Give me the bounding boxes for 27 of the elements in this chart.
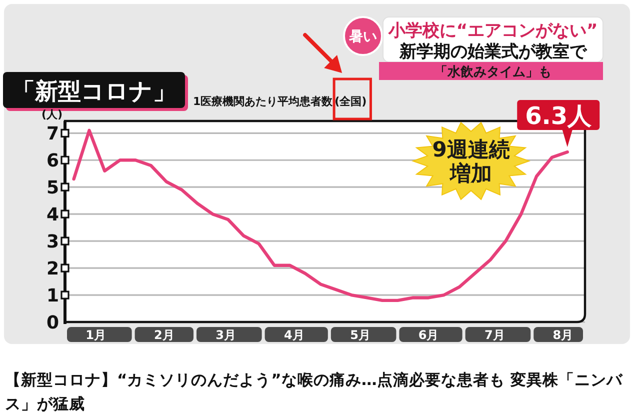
- y-axis-title: (人): [41, 108, 63, 121]
- text: 「水飲みタイム」も: [434, 65, 552, 80]
- text: 【新型コロナ】“カミソリのんだよう”な喉の痛み…点滴必要な患者も 変異株「ニンバス」が猛威: [5, 370, 624, 413]
- x-tick-label: 7月: [484, 328, 505, 342]
- y-tick-label: 5: [46, 178, 59, 199]
- text: 暑い: [348, 29, 377, 45]
- x-tick-label: 2月: [154, 328, 174, 342]
- chart-title: 「新型コロナ」: [12, 78, 176, 105]
- annotation: 9週連続増加: [432, 138, 510, 186]
- y-tick-label: 1: [46, 286, 59, 307]
- text: 新学期の始業式が教室で: [398, 42, 588, 62]
- x-tick-label: 8月: [552, 328, 574, 342]
- x-tick-label: 5月: [350, 328, 370, 342]
- text: 小学校に“エアコンがない”: [387, 21, 598, 41]
- y-tick-label: 0: [46, 312, 59, 334]
- y-tick-label: 3: [46, 232, 59, 253]
- x-tick-label: 6月: [418, 328, 439, 342]
- chart-subtitle: 1医療機関あたり平均患者数(全国): [193, 95, 367, 108]
- y-tick-label: 6: [46, 150, 59, 172]
- y-tick-label: 2: [46, 258, 59, 280]
- y-tick-label: 4: [46, 204, 59, 226]
- x-tick-label: 4月: [284, 328, 304, 342]
- line-series: [72, 128, 569, 302]
- x-tick-label: 1月: [86, 328, 106, 342]
- y-tick-label: 7: [46, 124, 59, 145]
- annotation: 6.3人: [525, 102, 593, 130]
- x-tick-label: 3月: [216, 328, 236, 342]
